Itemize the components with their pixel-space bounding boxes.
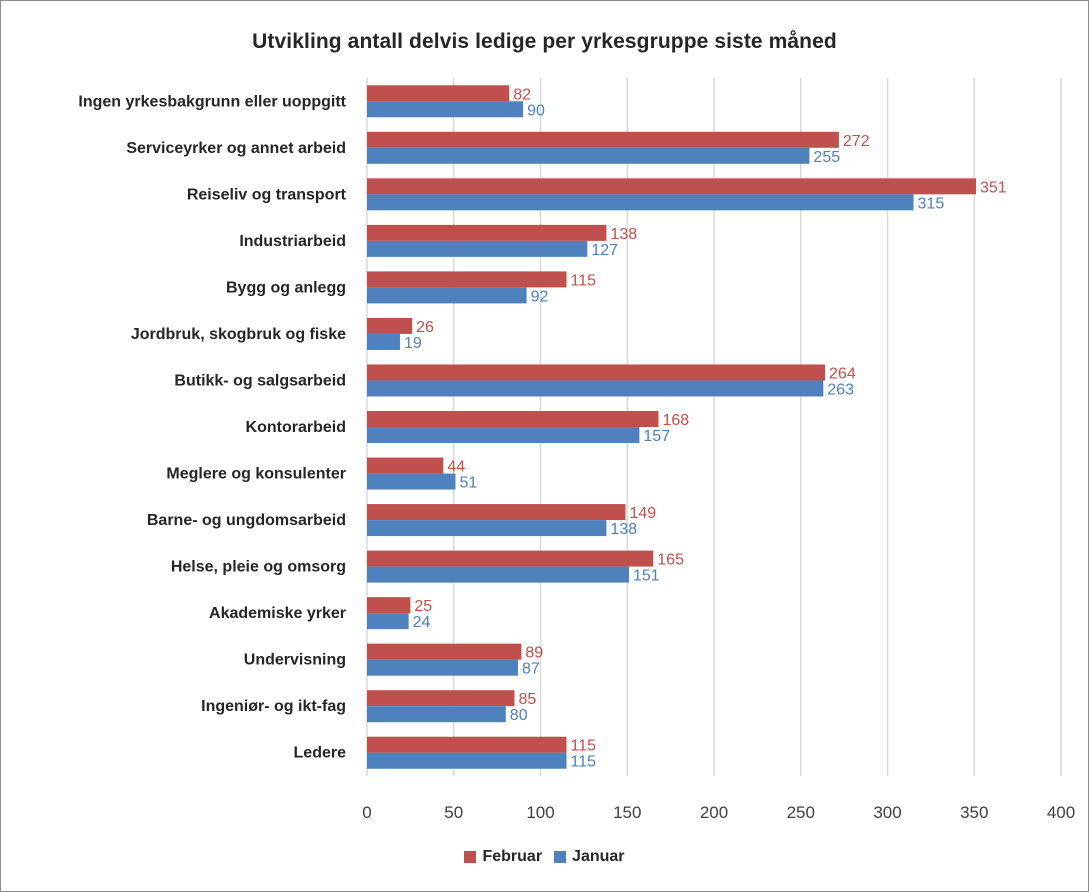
value-label-januar: 19 xyxy=(404,335,422,352)
value-label-februar: 138 xyxy=(610,226,637,243)
bar-januar xyxy=(367,427,640,443)
value-label-februar: 149 xyxy=(630,505,657,522)
value-label-februar: 82 xyxy=(513,86,531,103)
x-tick-label: 50 xyxy=(444,803,463,822)
x-tick-label: 200 xyxy=(700,803,728,822)
legend-item-januar: Januar xyxy=(554,848,625,866)
value-label-februar: 165 xyxy=(657,552,684,569)
category-label: Ingen yrkesbakgrunn eller uoppgitt xyxy=(78,93,346,110)
value-label-februar: 115 xyxy=(571,738,597,755)
category-label: Bygg og anlegg xyxy=(226,279,346,296)
chart-title: Utvikling antall delvis ledige per yrkes… xyxy=(252,30,837,53)
bar-februar xyxy=(367,504,626,521)
bar-februar xyxy=(367,131,839,148)
x-tick-label: 150 xyxy=(613,803,641,822)
bar-februar xyxy=(367,271,567,288)
bar-januar xyxy=(367,613,409,630)
value-label-januar: 24 xyxy=(413,614,431,631)
x-axis-ticks: 0 50 100 150 200 250 300 350 400 xyxy=(362,803,1075,822)
category-label: Akademiske yrker xyxy=(209,605,346,622)
value-label-februar: 89 xyxy=(525,645,543,662)
bar-januar xyxy=(367,240,588,257)
legend-swatch-januar xyxy=(554,851,567,863)
value-label-februar: 264 xyxy=(829,365,856,382)
bar-januar xyxy=(367,706,506,723)
value-label-februar: 26 xyxy=(416,319,434,336)
x-tick-label: 100 xyxy=(526,803,554,822)
bar-februar xyxy=(367,457,444,474)
bar-januar xyxy=(367,473,456,490)
category-label: Reiseliv og transport xyxy=(187,186,347,203)
category-label: Meglere og konsulenter xyxy=(166,466,346,483)
value-label-januar: 263 xyxy=(827,381,854,398)
legend-swatch-februar xyxy=(464,851,477,863)
bar-februar xyxy=(367,364,826,381)
bar-februar xyxy=(367,597,411,614)
bar-februar xyxy=(367,736,567,753)
value-label-februar: 115 xyxy=(571,272,597,289)
value-label-februar: 25 xyxy=(414,598,432,615)
value-label-januar: 157 xyxy=(643,428,670,445)
value-label-januar: 87 xyxy=(522,661,540,678)
value-label-februar: 168 xyxy=(662,412,689,429)
x-tick-label: 0 xyxy=(362,803,371,822)
bar-januar xyxy=(367,520,607,537)
category-label: Butikk- og salgsarbeid xyxy=(174,372,346,389)
legend: Februar Januar xyxy=(0,848,1089,866)
category-label: Industriarbeid xyxy=(239,233,346,250)
bar-februar xyxy=(367,411,659,427)
bar-februar xyxy=(367,643,522,660)
bar-januar xyxy=(367,752,567,769)
value-label-januar: 127 xyxy=(591,242,618,259)
category-label: Barne- og ungdomsarbeid xyxy=(147,512,346,529)
bar-februar xyxy=(367,224,607,241)
category-label: Undervisning xyxy=(244,652,346,669)
bar-februar xyxy=(367,690,515,707)
bar-februar xyxy=(367,178,976,195)
category-label: Ledere xyxy=(294,745,347,762)
bars xyxy=(367,85,976,769)
x-tick-label: 300 xyxy=(873,803,901,822)
value-label-januar: 138 xyxy=(610,521,637,538)
bar-februar xyxy=(367,550,654,567)
category-labels: Ingen yrkesbakgrunn eller uoppgitt Servic… xyxy=(78,93,346,761)
category-label: Jordbruk, skogbruk og fiske xyxy=(131,326,346,343)
value-label-januar: 151 xyxy=(633,568,660,585)
bar-januar xyxy=(367,659,518,676)
x-tick-label: 250 xyxy=(787,803,815,822)
legend-label-februar: Februar xyxy=(482,848,543,865)
value-label-januar: 92 xyxy=(531,288,549,305)
value-label-januar: 255 xyxy=(813,149,840,166)
value-label-januar: 315 xyxy=(918,195,945,212)
category-label: Helse, pleie og omsorg xyxy=(171,559,346,576)
legend-item-februar: Februar xyxy=(464,848,542,866)
value-label-januar: 90 xyxy=(527,102,545,119)
category-label: Serviceyrker og annet arbeid xyxy=(126,140,346,157)
x-tick-label: 350 xyxy=(960,803,988,822)
value-label-januar: 80 xyxy=(510,707,528,724)
category-label: Ingeniør- og ikt-fag xyxy=(201,698,346,715)
legend-label-januar: Januar xyxy=(572,848,625,865)
bar-februar xyxy=(367,317,413,334)
bar-januar xyxy=(367,194,914,211)
category-label: Kontorarbeid xyxy=(246,419,346,436)
bar-januar xyxy=(367,566,629,583)
bar-januar xyxy=(367,287,527,304)
value-label-februar: 351 xyxy=(980,179,1007,196)
bar-januar xyxy=(367,380,824,397)
value-label-januar: 115 xyxy=(571,754,597,771)
bar-januar xyxy=(367,101,524,118)
value-label-februar: 85 xyxy=(518,691,536,708)
value-label-februar: 44 xyxy=(447,459,465,476)
value-labels: 8290272255351315138127115922619264263168… xyxy=(404,86,1007,770)
bar-januar xyxy=(367,147,810,164)
bar-januar xyxy=(367,333,400,350)
value-label-januar: 51 xyxy=(459,475,477,492)
x-tick-label: 400 xyxy=(1047,803,1075,822)
bar-februar xyxy=(367,85,510,102)
value-label-februar: 272 xyxy=(843,133,870,150)
